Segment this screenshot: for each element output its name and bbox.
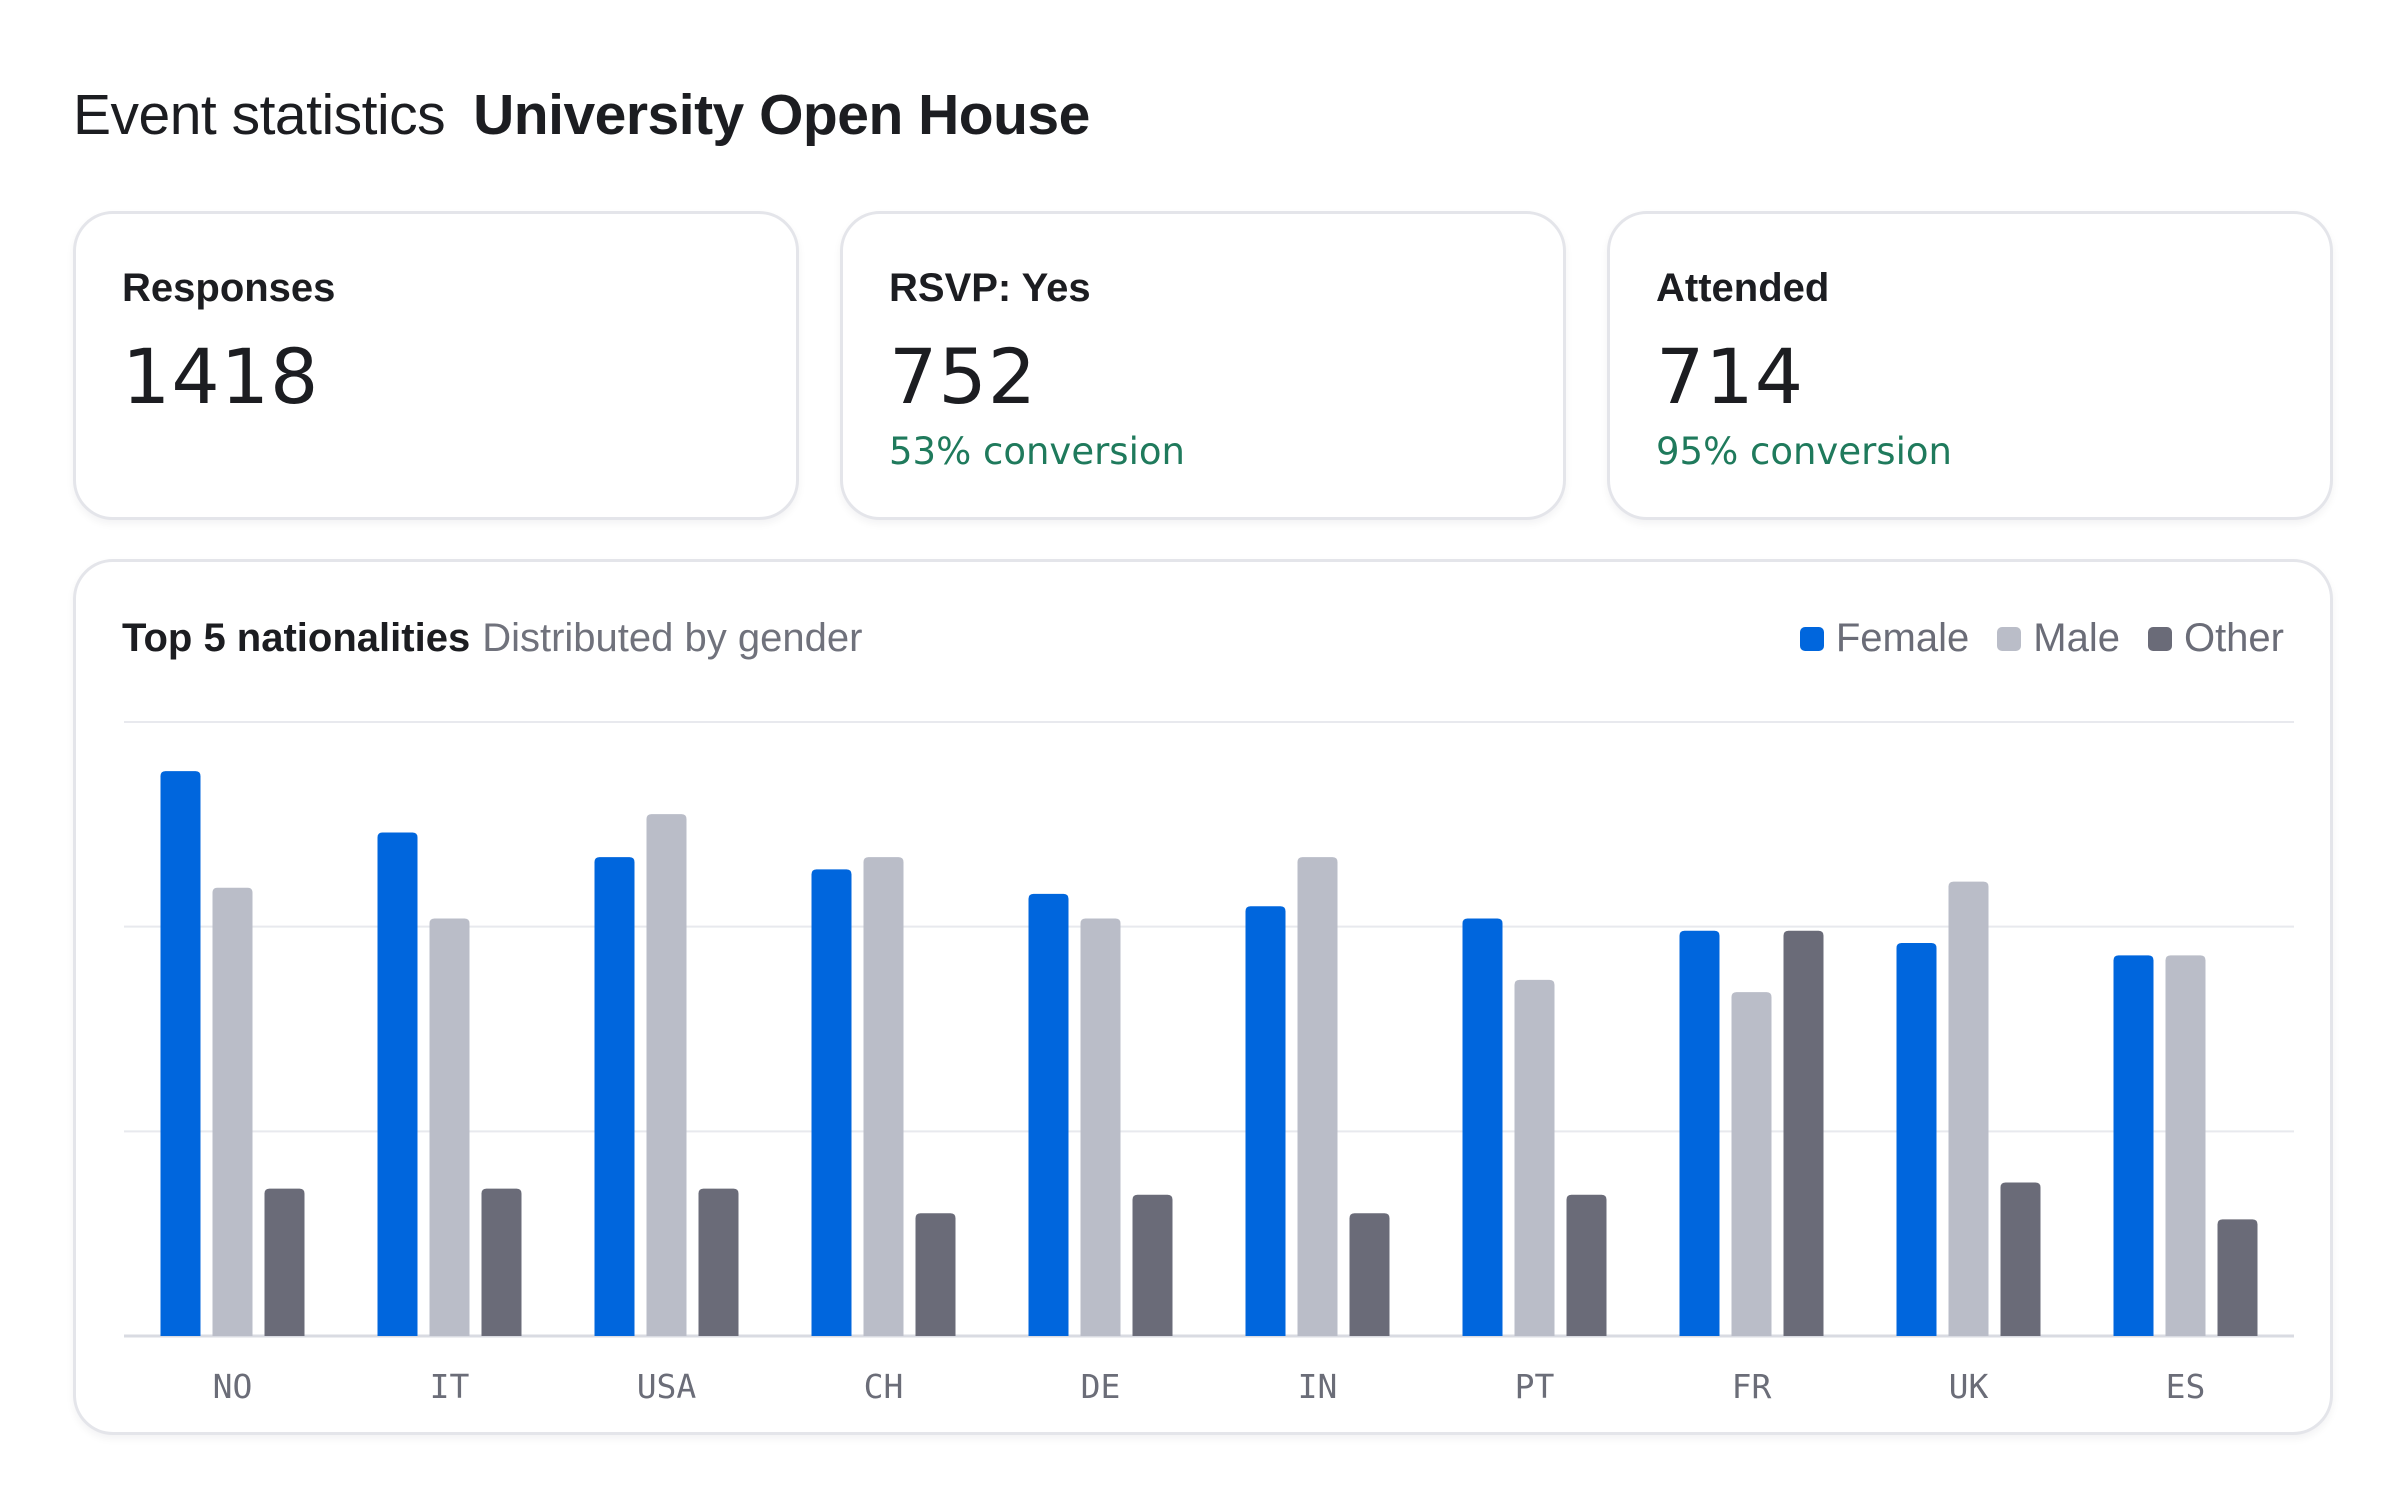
x-tick-label: USA	[637, 1367, 697, 1406]
stat-card-attended: Attended 714 95% conversion	[1607, 211, 2333, 520]
bar-male-ch	[863, 857, 904, 1336]
legend-swatch-male	[1997, 626, 2022, 651]
stat-label: Attended	[1656, 266, 1830, 310]
chart-legend: Female Male Other	[1772, 616, 2284, 661]
bar-other-in	[1349, 1213, 1390, 1336]
bar-male-usa	[646, 814, 687, 1336]
bar-female-no	[160, 771, 201, 1336]
bar-male-it	[429, 918, 470, 1336]
legend-label: Female	[1835, 616, 1970, 660]
stat-value: 752	[889, 332, 1038, 421]
conversion-rate: 53% conversion	[889, 430, 1185, 473]
stat-label: Responses	[122, 266, 336, 310]
bar-male-de	[1080, 918, 1121, 1336]
x-tick-label: CH	[864, 1367, 904, 1406]
conversion-rate: 95% conversion	[1656, 430, 1952, 473]
bar-other-uk	[2000, 1182, 2041, 1336]
bar-other-pt	[1566, 1194, 1607, 1336]
legend-label: Male	[2033, 616, 2120, 660]
legend-swatch-female	[1799, 626, 1824, 651]
x-tick-label: DE	[1081, 1367, 1121, 1406]
chart-title-text: Top 5 nationalities	[122, 616, 471, 660]
legend-item-female: Female	[1799, 616, 1970, 661]
bar-other-no	[264, 1188, 305, 1336]
bar-female-pt	[1462, 918, 1503, 1336]
x-tick-label: NO	[213, 1367, 253, 1406]
stat-value: 1418	[122, 332, 320, 421]
bar-female-in	[1245, 906, 1286, 1336]
legend-label: Other	[2183, 616, 2284, 660]
chart-card: Top 5 nationalities Distributed by gender…	[73, 559, 2333, 1435]
bar-male-uk	[1948, 881, 1989, 1336]
x-tick-label: ES	[2166, 1367, 2206, 1406]
bar-other-it	[481, 1188, 522, 1336]
event-name: University Open House	[473, 83, 1090, 147]
bar-female-it	[377, 832, 418, 1336]
x-tick-label: IT	[430, 1367, 470, 1406]
bar-female-de	[1028, 893, 1069, 1336]
bar-male-pt	[1514, 979, 1555, 1336]
bar-male-fr	[1731, 992, 1772, 1336]
bar-female-usa	[594, 857, 635, 1336]
bar-chart: NO IT USA CH DE IN PT FR UK ES	[124, 721, 2294, 1406]
page-header: Event statistics University Open House	[73, 82, 1090, 148]
bar-male-in	[1297, 857, 1338, 1336]
bar-male-no	[212, 887, 253, 1336]
bar-other-ch	[915, 1213, 956, 1336]
stat-card-rsvp-yes: RSVP: Yes 752 53% conversion	[840, 211, 1566, 520]
bar-other-de	[1132, 1194, 1173, 1336]
stat-value: 714	[1656, 332, 1805, 421]
page-title: Event statistics	[73, 83, 446, 147]
bar-male-es	[2165, 955, 2206, 1336]
bar-other-es	[2217, 1219, 2258, 1336]
bar-other-usa	[698, 1188, 739, 1336]
bar-female-es	[2113, 955, 2154, 1336]
x-tick-label: FR	[1732, 1367, 1772, 1406]
bar-female-ch	[811, 869, 852, 1336]
x-tick-label: IN	[1298, 1367, 1338, 1406]
legend-item-male: Male	[1997, 616, 2120, 661]
chart-title: Top 5 nationalities Distributed by gender	[122, 616, 862, 661]
legend-swatch-other	[2147, 626, 2172, 651]
stat-label: RSVP: Yes	[889, 266, 1091, 310]
stat-card-responses: Responses 1418	[73, 211, 799, 520]
chart-subtitle: Distributed by gender	[482, 616, 863, 660]
legend-item-other: Other	[2147, 616, 2284, 661]
bar-other-fr	[1783, 930, 1824, 1336]
x-tick-label: UK	[1949, 1367, 1989, 1406]
x-tick-label: PT	[1515, 1367, 1555, 1406]
bar-female-fr	[1679, 930, 1720, 1336]
bar-female-uk	[1896, 943, 1937, 1336]
